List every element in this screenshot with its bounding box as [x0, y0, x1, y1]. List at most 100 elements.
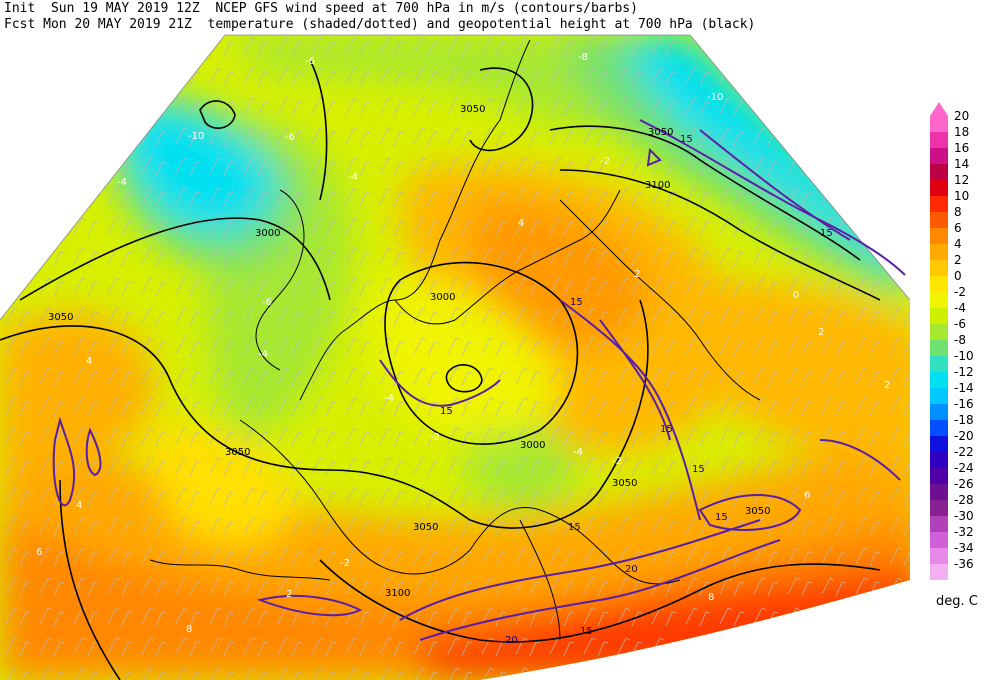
legend-swatch — [930, 340, 948, 356]
height-label: 3050 — [413, 522, 438, 533]
legend-cap — [930, 102, 948, 116]
temp-label: 0 — [793, 290, 799, 301]
legend-swatch — [930, 164, 948, 180]
wind-label: 15 — [820, 228, 833, 239]
wind-label: 15 — [440, 406, 453, 417]
wind-contours — [52, 119, 906, 641]
temp-label: 8 — [186, 624, 192, 635]
height-label: 3000 — [255, 228, 280, 239]
legend-label: 14 — [954, 157, 970, 171]
height-label: 3050 — [612, 478, 637, 489]
legend-label: -12 — [954, 365, 974, 379]
legend-label: -28 — [954, 493, 974, 507]
legend-label: -24 — [954, 461, 974, 475]
legend-swatch — [930, 116, 948, 132]
temp-label: -2 — [600, 156, 610, 167]
temp-label: 2 — [884, 380, 890, 391]
legend-swatch — [930, 436, 948, 452]
temp-label: -6 — [285, 132, 295, 143]
wind-labels: 15 15 15 15 15 15 15 20 15 15 20 — [440, 134, 833, 646]
temp-label: -10 — [188, 131, 204, 142]
legend-swatch — [930, 212, 948, 228]
temp-label: 8 — [708, 592, 714, 603]
temp-label: 4 — [86, 356, 92, 367]
height-contours — [0, 59, 881, 680]
legend-label: -36 — [954, 557, 974, 571]
legend-label: -34 — [954, 541, 974, 555]
legend-label: -22 — [954, 445, 974, 459]
legend-swatch — [930, 404, 948, 420]
legend-swatch — [930, 500, 948, 516]
legend-swatch — [930, 148, 948, 164]
legend-swatch — [930, 484, 948, 500]
height-label: 3000 — [520, 440, 545, 451]
temp-label: 2 — [634, 269, 640, 280]
legend-label: 16 — [954, 141, 970, 155]
height-labels: 3050 3000 3050 3050 3000 3000 3050 3050 … — [48, 104, 770, 599]
wind-label: 15 — [580, 626, 593, 637]
init-time-header: Init Sun 19 MAY 2019 12Z NCEP GFS wind s… — [4, 1, 638, 16]
height-label: 3050 — [460, 104, 485, 115]
temp-label: -2 — [612, 456, 622, 467]
weather-map: 3050 3000 3050 3050 3000 3000 3050 3050 … — [0, 34, 911, 680]
units-label: deg. C — [936, 594, 978, 609]
legend-label: 20 — [954, 109, 970, 123]
height-label: 3000 — [430, 292, 455, 303]
legend-label: 6 — [954, 221, 962, 235]
wind-label: 20 — [505, 635, 518, 646]
wind-label: 15 — [692, 464, 705, 475]
legend-label: -16 — [954, 397, 974, 411]
temp-label: -2 — [430, 432, 440, 443]
legend-swatch — [930, 516, 948, 532]
temp-label: 6 — [804, 490, 810, 501]
legend-swatch — [930, 388, 948, 404]
wind-label: 15 — [568, 522, 581, 533]
temp-label: -4 — [348, 172, 358, 183]
legend-label: -30 — [954, 509, 974, 523]
temp-label: 2 — [818, 327, 824, 338]
temperature-legend — [930, 102, 948, 580]
height-label: 3050 — [225, 447, 250, 458]
legend-label: -2 — [954, 285, 966, 299]
temp-label: 6 — [36, 547, 42, 558]
legend-label: 12 — [954, 173, 970, 187]
legend-swatch — [930, 228, 948, 244]
height-label: 3100 — [645, 180, 670, 191]
legend-label: 4 — [954, 237, 962, 251]
temp-label: -6 — [305, 56, 315, 67]
temp-label: 2 — [286, 589, 292, 600]
legend-swatch — [930, 420, 948, 436]
temp-label: 4 — [76, 500, 82, 511]
legend-swatch — [930, 260, 948, 276]
legend-swatch — [930, 244, 948, 260]
height-label: 3050 — [48, 312, 73, 323]
legend-label: 8 — [954, 205, 962, 219]
temp-label: 4 — [518, 218, 524, 229]
legend-swatch — [930, 180, 948, 196]
legend-label: -18 — [954, 413, 974, 427]
legend-label: -4 — [954, 301, 966, 315]
temp-label: -2 — [340, 558, 350, 569]
legend-swatch — [930, 356, 948, 372]
height-label: 3050 — [745, 506, 770, 517]
temp-label: -4 — [573, 447, 583, 458]
legend-swatch — [930, 548, 948, 564]
forecast-time-header: Fcst Mon 20 MAY 2019 21Z temperature (sh… — [4, 17, 756, 32]
legend-swatch — [930, 132, 948, 148]
legend-swatch — [930, 196, 948, 212]
map-border — [0, 34, 911, 321]
temperature-shading — [0, 35, 910, 680]
legend-swatch — [930, 372, 948, 388]
wind-label: 15 — [715, 512, 728, 523]
legend-swatch — [930, 468, 948, 484]
legend-label: -26 — [954, 477, 974, 491]
temp-label: -10 — [707, 92, 723, 103]
legend-swatch — [930, 308, 948, 324]
legend-label: 10 — [954, 189, 970, 203]
wind-label: 15 — [570, 297, 583, 308]
legend-label: -8 — [954, 333, 966, 347]
legend-label: -14 — [954, 381, 974, 395]
legend-label: 0 — [954, 269, 962, 283]
wind-label: 15 — [680, 134, 693, 145]
legend-swatch — [930, 276, 948, 292]
